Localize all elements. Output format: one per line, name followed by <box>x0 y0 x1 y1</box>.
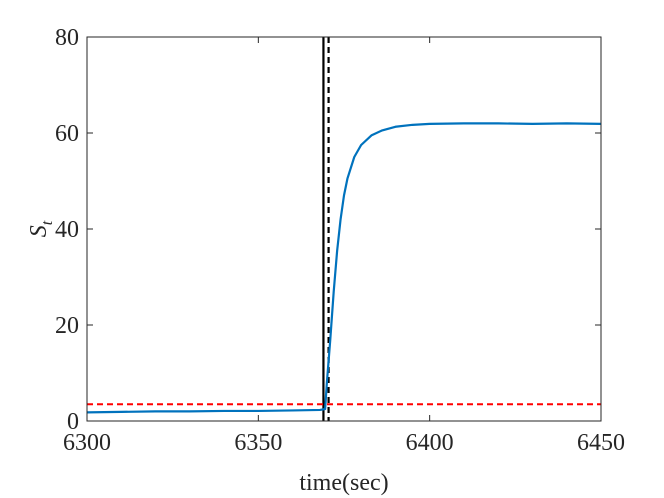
y-tick-label: 60 <box>55 121 79 147</box>
x-tick-label: 6400 <box>406 430 454 456</box>
x-tick-label: 6450 <box>577 430 625 456</box>
x-axis-ticks: 6300 6350 6400 6450 <box>63 37 625 456</box>
data-series <box>86 122 602 414</box>
y-axis-label-subscript: t <box>39 220 56 225</box>
x-axis-label: time(sec) <box>299 470 388 496</box>
plot-background <box>87 37 601 421</box>
y-axis-label: St <box>26 220 56 237</box>
x-tick-label: 6300 <box>63 430 111 456</box>
y-axis-label-main: S <box>26 225 52 237</box>
y-axis-ticks: 0 20 40 60 80 <box>55 25 601 435</box>
x-tick-label: 6350 <box>234 430 282 456</box>
y-tick-label: 20 <box>55 313 79 339</box>
y-tick-label: 0 <box>67 409 79 435</box>
series-line-1 <box>86 122 602 414</box>
y-tick-label: 40 <box>55 217 79 243</box>
y-tick-label: 80 <box>55 25 79 51</box>
